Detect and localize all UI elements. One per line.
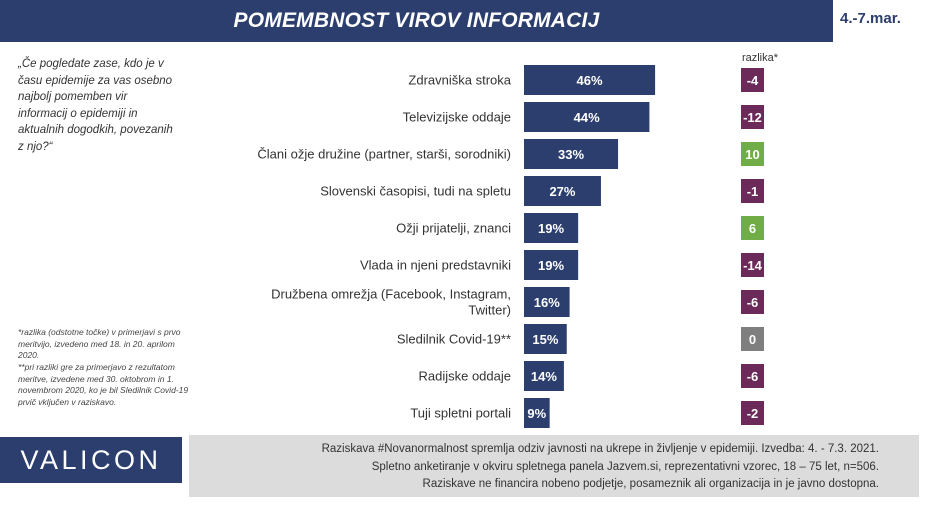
difference-label: -6 xyxy=(747,295,759,310)
difference-label: -1 xyxy=(747,184,759,199)
survey-question: „Če pogledate zase, kdo je v času epidem… xyxy=(18,58,173,153)
info-line: Raziskave ne financira nobeno podjetje, … xyxy=(422,478,879,490)
bar xyxy=(524,250,579,280)
bar xyxy=(524,139,619,169)
difference-box xyxy=(741,105,764,129)
category-label: Tuji spletni portali xyxy=(410,406,511,421)
bar-value-label: 9% xyxy=(527,406,546,421)
difference-box xyxy=(741,401,764,425)
bar-value-label: 19% xyxy=(538,258,564,273)
valicon-logo: VALICON xyxy=(0,437,182,483)
category-label: Ožji prijatelji, znanci xyxy=(396,221,511,236)
bar-value-label: 44% xyxy=(574,110,600,125)
category-label: Družbena omrežja (Facebook, Instagram, Tw… xyxy=(271,287,511,318)
difference-label: -4 xyxy=(747,73,759,88)
category-label: Člani ožje družine (partner, starši, sor… xyxy=(257,147,511,162)
info-line: Raziskava #Novanormalnost spremlja odziv… xyxy=(321,443,879,455)
difference-label: -14 xyxy=(743,258,763,273)
difference-box xyxy=(741,68,764,92)
difference-box xyxy=(741,179,764,203)
difference-label: 6 xyxy=(749,221,756,236)
survey-date: 4.-7.mar. xyxy=(840,10,901,27)
bar-value-label: 19% xyxy=(538,221,564,236)
difference-box xyxy=(741,216,764,240)
difference-box xyxy=(741,290,764,314)
footnote-covid-tracker: **pri razliki gre za primerjavo z rezult… xyxy=(18,362,189,407)
difference-label: -2 xyxy=(747,406,759,421)
bar-value-label: 33% xyxy=(558,147,584,162)
bar xyxy=(524,287,570,317)
category-label: Televizijske oddaje xyxy=(403,110,511,125)
bar xyxy=(524,176,601,206)
difference-label: -6 xyxy=(747,369,759,384)
bar-value-label: 27% xyxy=(549,184,575,199)
bar xyxy=(524,398,550,428)
category-label: Vlada in njeni predstavniki xyxy=(360,258,511,273)
bar xyxy=(524,361,564,391)
bar-value-label: 46% xyxy=(577,73,603,88)
bar xyxy=(524,324,567,354)
bar xyxy=(524,102,650,132)
bar xyxy=(524,213,579,243)
survey-info-box: Raziskava #Novanormalnost spremlja odziv… xyxy=(189,435,919,497)
bar xyxy=(524,65,656,95)
difference-box xyxy=(741,364,764,388)
difference-box xyxy=(741,327,764,351)
bar-value-label: 15% xyxy=(532,332,558,347)
difference-label: 10 xyxy=(745,147,759,162)
category-label: Zdravniška stroka xyxy=(408,73,511,88)
category-label: Radijske oddaje xyxy=(418,369,511,384)
bar-chart: Zdravniška stroka 46% -4 Televizijske oddaj… xyxy=(257,65,764,428)
chart-title: POMEMBNOST VIROV INFORMACIJ xyxy=(0,0,833,42)
bar-value-label: 14% xyxy=(531,369,557,384)
category-label: Slovenski časopisi, tudi na spletu xyxy=(320,184,511,199)
bar-value-label: 16% xyxy=(534,295,560,310)
difference-box xyxy=(741,253,764,277)
info-line: Spletno anketiranje v okviru spletnega p… xyxy=(371,460,879,473)
difference-label: -12 xyxy=(743,110,762,125)
difference-box xyxy=(741,142,764,166)
difference-header: razlika* xyxy=(741,52,779,64)
difference-label: 0 xyxy=(749,332,756,347)
footnote-difference: *razlika (odstotne točke) v primerjavi s… xyxy=(18,327,181,360)
category-label: Sledilnik Covid-19** xyxy=(397,332,511,347)
